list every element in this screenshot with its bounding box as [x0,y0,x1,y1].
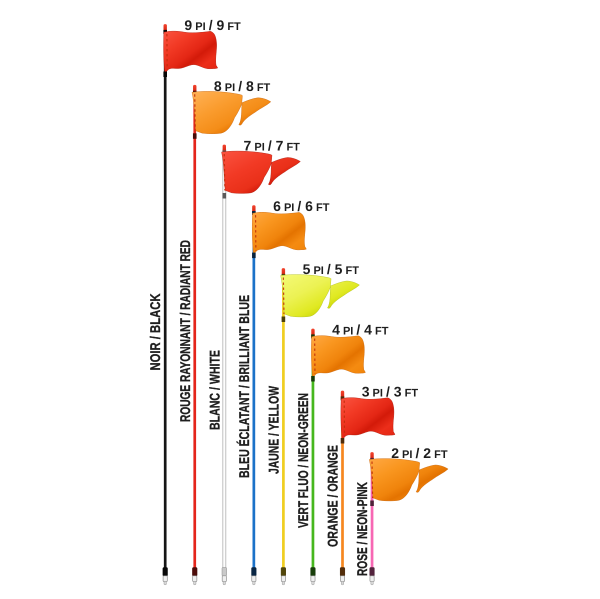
svg-text:ROUGE RAYONNANT / RADIANT RED: ROUGE RAYONNANT / RADIANT RED [177,240,193,422]
svg-text:4 PI / 4 FT: 4 PI / 4 FT [332,322,389,338]
svg-text:NOIR / BLACK: NOIR / BLACK [147,294,163,371]
svg-text:VERT FLUO / NEON-GREEN: VERT FLUO / NEON-GREEN [295,393,311,528]
svg-text:8 PI / 8 FT: 8 PI / 8 FT [214,78,271,94]
svg-text:ORANGE / ORANGE: ORANGE / ORANGE [325,445,341,547]
svg-text:3 PI / 3 FT: 3 PI / 3 FT [362,384,419,400]
svg-text:JAUNE / YELLOW: JAUNE / YELLOW [265,385,281,474]
svg-text:BLEU ÉCLATANT / BRILLIANT BLUE: BLEU ÉCLATANT / BRILLIANT BLUE [236,295,252,478]
svg-text:ROSE / NEON-PINK: ROSE / NEON-PINK [354,482,370,576]
svg-text:9 PI / 9 FT: 9 PI / 9 FT [184,17,241,33]
svg-text:6 PI / 6 FT: 6 PI / 6 FT [273,198,330,214]
svg-text:2 PI / 2 FT: 2 PI / 2 FT [391,445,448,461]
svg-text:BLANC / WHITE: BLANC / WHITE [206,350,222,430]
svg-text:7 PI / 7 FT: 7 PI / 7 FT [244,138,301,154]
svg-text:5 PI / 5 FT: 5 PI / 5 FT [303,261,360,277]
